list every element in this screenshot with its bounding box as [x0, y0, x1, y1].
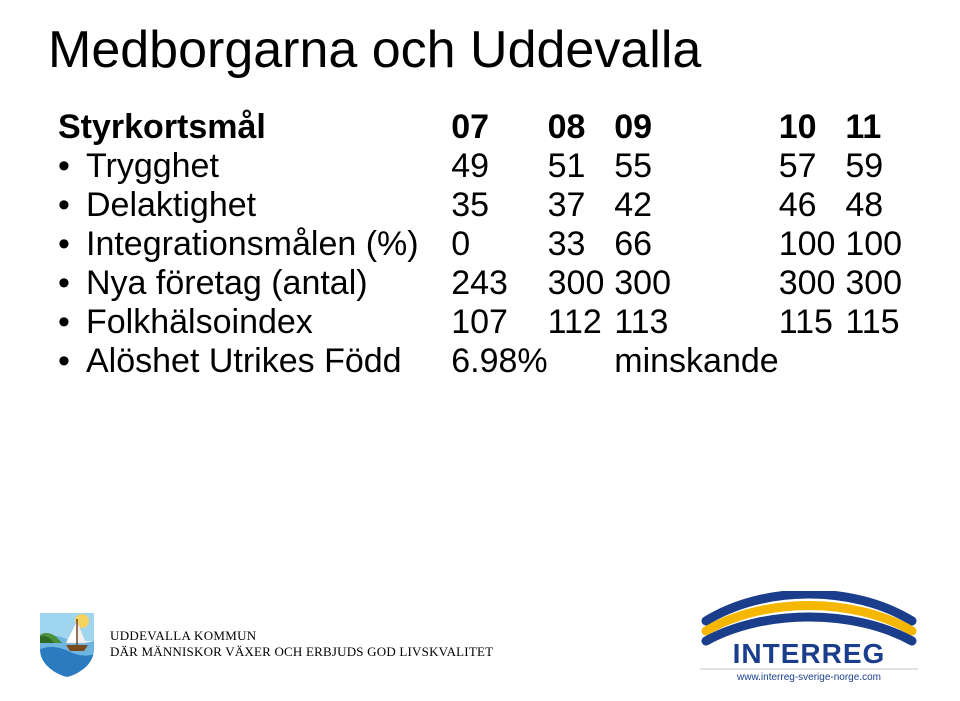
footer: UDDEVALLA KOMMUN DÄR MÄNNISKOR VÄXER OCH…	[0, 591, 960, 701]
col-11: 11	[845, 108, 912, 147]
cell: minskande	[614, 342, 778, 381]
table-body: Trygghet 4951555759 Delaktighet 3537424648 I…	[58, 147, 912, 381]
table-header-row: Styrkortsmål 07 08 09 10 11	[58, 108, 912, 147]
org-name: UDDEVALLA KOMMUN	[110, 628, 493, 644]
bullet-icon	[58, 147, 86, 186]
cell: 243	[451, 264, 547, 303]
cell: 300	[614, 264, 778, 303]
row-label: Alöshet Utrikes Född	[58, 342, 451, 381]
row-label-text: Trygghet	[86, 147, 219, 185]
cell: 300	[779, 264, 846, 303]
cell: 35	[451, 186, 547, 225]
cell: 6.98%	[451, 342, 547, 381]
table-row: Alöshet Utrikes Född 6.98% minskande	[58, 342, 912, 381]
row-label-text: Folkhälsoindex	[86, 303, 313, 341]
cell: 115	[779, 303, 846, 342]
cell: 49	[451, 147, 547, 186]
bullet-icon	[58, 303, 86, 342]
bullet-icon	[58, 225, 86, 264]
row-label-text: Nya företag (antal)	[86, 264, 368, 302]
cell	[845, 342, 912, 381]
cell: 113	[614, 303, 778, 342]
cell: 66	[614, 225, 778, 264]
metrics-table: Styrkortsmål 07 08 09 10 11 Trygghet 4951…	[58, 108, 912, 381]
col-09: 09	[614, 108, 778, 147]
row-label: Integrationsmålen (%)	[58, 225, 451, 264]
cell: 33	[548, 225, 615, 264]
table-row: Nya företag (antal)243300300300300	[58, 264, 912, 303]
uddevalla-crest-icon	[36, 609, 98, 679]
row-label-text: Delaktighet	[86, 186, 256, 224]
interreg-logo-icon: INTERREG www.interreg-sverige-norge.com	[694, 591, 924, 683]
table-row: Trygghet 4951555759	[58, 147, 912, 186]
cell: 42	[614, 186, 778, 225]
cell: 51	[548, 147, 615, 186]
footer-org-text: UDDEVALLA KOMMUN DÄR MÄNNISKOR VÄXER OCH…	[110, 628, 493, 661]
cell: 300	[548, 264, 615, 303]
cell	[548, 342, 615, 381]
row-label-text: Integrationsmålen (%)	[86, 225, 419, 263]
cell: 100	[845, 225, 912, 264]
cell: 37	[548, 186, 615, 225]
row-label: Delaktighet	[58, 186, 451, 225]
cell: 55	[614, 147, 778, 186]
cell: 300	[845, 264, 912, 303]
footer-right: INTERREG www.interreg-sverige-norge.com	[694, 591, 924, 683]
cell: 100	[779, 225, 846, 264]
interreg-word: INTERREG	[733, 638, 886, 669]
footer-left: UDDEVALLA KOMMUN DÄR MÄNNISKOR VÄXER OCH…	[36, 609, 493, 679]
bullet-icon	[58, 186, 86, 225]
cell: 112	[548, 303, 615, 342]
cell: 0	[451, 225, 547, 264]
cell: 115	[845, 303, 912, 342]
row-label: Folkhälsoindex	[58, 303, 451, 342]
org-tagline: DÄR MÄNNISKOR VÄXER OCH ERBJUDS GOD LIVS…	[110, 644, 493, 660]
row-label-text: Alöshet Utrikes Född	[86, 342, 402, 380]
col-10: 10	[779, 108, 846, 147]
page-title: Medborgarna och Uddevalla	[48, 20, 912, 80]
cell	[779, 342, 846, 381]
interreg-url: www.interreg-sverige-norge.com	[736, 672, 881, 683]
bullet-icon	[58, 342, 86, 381]
table-row: Delaktighet 3537424648	[58, 186, 912, 225]
cell: 59	[845, 147, 912, 186]
slide: Medborgarna och Uddevalla Styrkortsmål 0…	[0, 0, 960, 701]
table-row: Integrationsmålen (%)03366100100	[58, 225, 912, 264]
bullet-icon	[58, 264, 86, 303]
row-label: Trygghet	[58, 147, 451, 186]
cell: 57	[779, 147, 846, 186]
row-label: Nya företag (antal)	[58, 264, 451, 303]
cell: 46	[779, 186, 846, 225]
header-label: Styrkortsmål	[58, 108, 451, 147]
cell: 48	[845, 186, 912, 225]
col-07: 07	[451, 108, 547, 147]
cell: 107	[451, 303, 547, 342]
table-row: Folkhälsoindex107112113115115	[58, 303, 912, 342]
metrics-table-wrap: Styrkortsmål 07 08 09 10 11 Trygghet 4951…	[58, 108, 912, 381]
col-08: 08	[548, 108, 615, 147]
